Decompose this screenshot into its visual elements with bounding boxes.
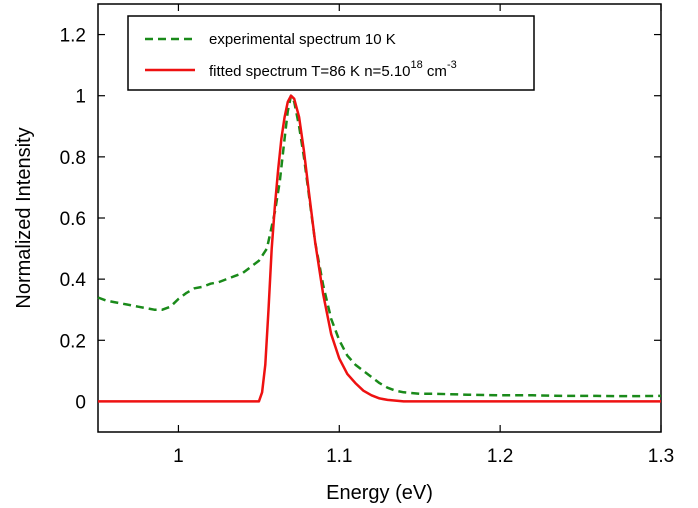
plot-area: 1 1.1 1.2 1.3 0 0.2 0.4 0.6 0.8 1 1.2 (60, 3, 674, 467)
legend: experimental spectrum 10 K fitted spectr… (127, 15, 535, 91)
y-tick-label: 0.2 (60, 331, 86, 352)
x-axis-ticks: 1 1.1 1.2 1.3 (173, 4, 674, 467)
legend-label-experimental: experimental spectrum 10 K (209, 31, 396, 48)
y-tick-label: 0.6 (60, 209, 86, 230)
series-line-experimental (97, 94, 662, 398)
x-tick-label: 1 (173, 446, 184, 467)
y-tick-label: 0.4 (60, 270, 87, 291)
x-tick-label: 1.1 (326, 446, 352, 467)
y-tick-label: 0.8 (60, 148, 86, 169)
x-tick-label: 1.3 (648, 446, 674, 467)
legend-fitted-main: fitted spectrum T=86 K n=5.10 (209, 63, 411, 80)
y-axis-ticks: 0 0.2 0.4 0.6 0.8 1 1.2 (60, 26, 661, 413)
series-layer (97, 94, 662, 403)
legend-fitted-unit-exponent: -3 (447, 59, 457, 71)
y-tick-label: 0 (75, 392, 86, 413)
y-tick-label: 1 (75, 87, 86, 108)
series-line-fitted (98, 94, 661, 403)
y-axis-title: Normalized Intensity (13, 127, 35, 308)
x-axis-title: Energy (eV) (326, 482, 433, 504)
legend-fitted-exponent: 18 (411, 59, 423, 71)
x-tick-label: 1.2 (487, 446, 513, 467)
legend-fitted-unit: cm (423, 63, 447, 80)
y-tick-label: 1.2 (60, 26, 86, 47)
legend-label-fitted: fitted spectrum T=86 K n=5.1018 cm-3 (209, 59, 457, 80)
legend-box (127, 15, 535, 91)
